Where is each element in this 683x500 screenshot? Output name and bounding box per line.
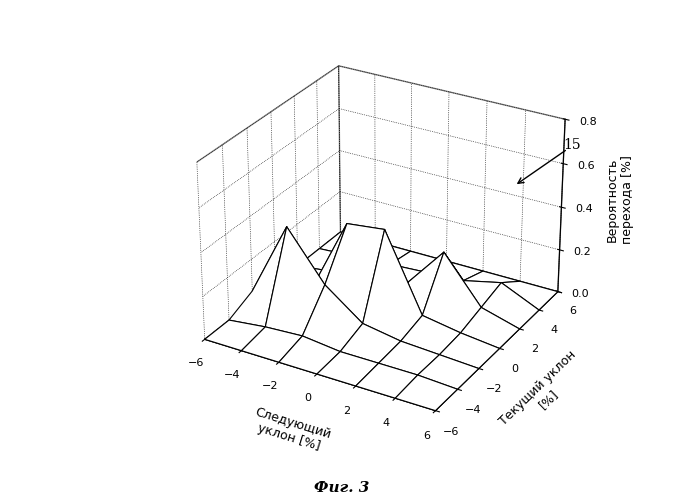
Text: Фиг. 3: Фиг. 3 (313, 481, 370, 495)
X-axis label: Следующий
уклон [%]: Следующий уклон [%] (249, 406, 333, 456)
Y-axis label: Текущий уклон
[%]: Текущий уклон [%] (497, 348, 589, 439)
Text: 15: 15 (563, 138, 581, 152)
